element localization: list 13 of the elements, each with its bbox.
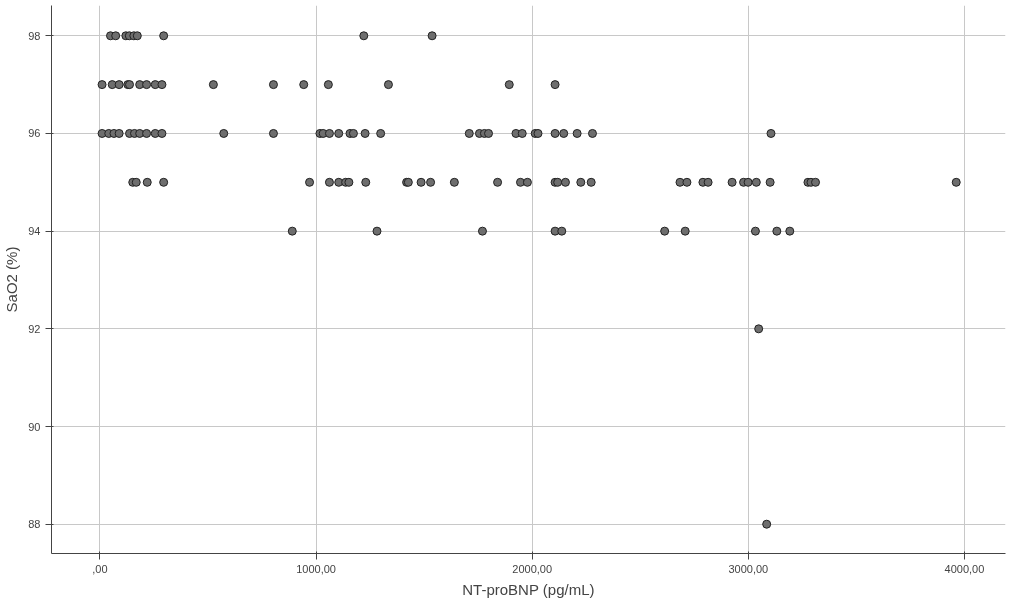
y-tick-label: 92 (28, 322, 41, 335)
y-axis-title: SaO2 (%) (3, 246, 21, 313)
x-tick-label: 2000,00 (512, 562, 553, 575)
x-axis-title: NT-proBNP (pg/mL) (462, 580, 595, 598)
y-tick-label: 98 (28, 29, 41, 42)
x-tick-label: ,00 (92, 562, 108, 575)
x-tick-label: 3000,00 (728, 562, 769, 575)
y-tick-label: 96 (28, 127, 41, 140)
y-tick-label: 94 (28, 225, 41, 238)
y-tick-label: 90 (28, 420, 41, 433)
y-tick-label: 88 (28, 518, 41, 531)
x-tick-label: 1000,00 (296, 562, 336, 575)
x-tick-label: 4000,00 (944, 562, 985, 575)
